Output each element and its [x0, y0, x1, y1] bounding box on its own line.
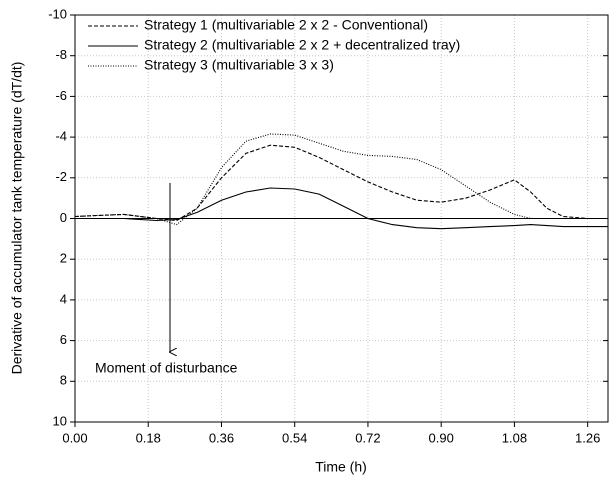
y-tick-label: -10 — [48, 6, 67, 21]
series-line — [74, 133, 608, 226]
y-tick-label: 4 — [60, 291, 67, 306]
x-tick-label: 0.90 — [429, 430, 454, 445]
x-tick-label: 0.18 — [136, 430, 161, 445]
y-axis-label: Derivative of accumulator tank temperatu… — [9, 62, 25, 375]
x-tick-label: 0.54 — [282, 430, 307, 445]
y-tick-label: 6 — [60, 332, 67, 347]
x-tick-label: 0.36 — [209, 430, 234, 445]
annotation: Moment of disturbance — [95, 360, 238, 376]
y-tick-label: -4 — [55, 129, 67, 144]
x-tick-label: 1.08 — [502, 430, 527, 445]
x-axis-label: Time (h) — [315, 459, 367, 475]
legend-label: Strategy 2 (multivariable 2 x 2 + decent… — [144, 37, 460, 53]
x-tick-label: 0.00 — [62, 430, 87, 445]
y-tick-label: 8 — [60, 373, 67, 388]
x-tick-label: 0.72 — [355, 430, 380, 445]
y-tick-label: -6 — [55, 88, 67, 103]
legend-label: Strategy 3 (multivariable 3 x 3) — [144, 57, 334, 73]
y-tick-label: 2 — [60, 251, 67, 266]
legend-label: Strategy 1 (multivariable 2 x 2 - Conven… — [144, 17, 428, 33]
y-tick-label: 0 — [60, 210, 67, 225]
series-line — [75, 187, 608, 230]
y-tick-label: -2 — [55, 169, 67, 184]
y-tick-label: -8 — [55, 47, 67, 62]
y-tick-label: 10 — [53, 413, 67, 428]
series-line — [74, 144, 608, 222]
x-tick-label: 1.26 — [575, 430, 600, 445]
